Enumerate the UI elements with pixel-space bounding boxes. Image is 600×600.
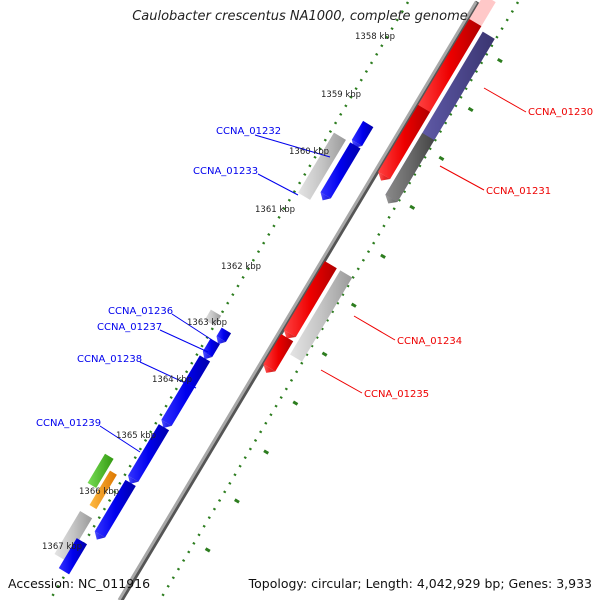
gene-label-ccna-01235[interactable]: CCNA_01235 bbox=[364, 389, 429, 400]
gene-ccna-01233-arrowhead bbox=[320, 192, 331, 201]
outer-major-tick bbox=[321, 351, 328, 357]
topology-text: Topology: circular; Length: 4,042,929 bp… bbox=[248, 576, 592, 591]
accession-text: Accession: NC_011916 bbox=[8, 576, 151, 591]
gene-label-ccna-01236[interactable]: CCNA_01236 bbox=[108, 306, 173, 317]
gene-ccna-01239b-arrowhead bbox=[128, 475, 139, 484]
outer-major-tick bbox=[380, 253, 386, 259]
kbp-label-1366: 1366 kbp bbox=[79, 487, 119, 497]
leader-ccna-01235 bbox=[320, 369, 363, 394]
outer-major-tick bbox=[467, 106, 474, 113]
leader-ccna-01231 bbox=[439, 165, 485, 191]
leader-ccna-01232 bbox=[254, 134, 331, 158]
gene-ccna-01239b[interactable] bbox=[128, 424, 170, 482]
leader-ccna-01237 bbox=[159, 329, 209, 353]
gene-green-feature[interactable] bbox=[87, 453, 114, 489]
kbp-label-1358: 1358 kbp bbox=[355, 32, 395, 42]
leader-ccna-01236 bbox=[171, 313, 213, 341]
outer-major-tick bbox=[263, 449, 270, 455]
gene-features bbox=[54, 0, 496, 575]
outer-major-tick bbox=[350, 302, 357, 308]
gene-label-ccna-01234[interactable]: CCNA_01234 bbox=[397, 336, 462, 347]
kbp-label-1364: 1364 kbp bbox=[152, 375, 192, 385]
outer-major-tick bbox=[496, 57, 503, 64]
gene-label-ccna-01237[interactable]: CCNA_01237 bbox=[97, 322, 162, 333]
gene-ccna-01230[interactable] bbox=[418, 18, 482, 113]
kbp-label-1363: 1363 kbp bbox=[187, 318, 227, 328]
inner-tick-track bbox=[48, 1, 410, 600]
kbp-label-1365: 1365 kbp bbox=[116, 431, 156, 441]
outer-major-tick bbox=[234, 498, 240, 504]
gene-label-ccna-01233[interactable]: CCNA_01233 bbox=[193, 166, 258, 177]
gene-ccna-01238[interactable] bbox=[202, 338, 220, 357]
genome-backbone-shadow bbox=[118, 0, 481, 600]
reverse-gene-labels: CCNA_01230 CCNA_01231 CCNA_01234 CCNA_01… bbox=[364, 107, 593, 400]
outer-major-tick bbox=[409, 204, 416, 210]
gene-ccna-01240-arrowhead bbox=[94, 531, 106, 540]
gene-top-pink[interactable] bbox=[468, 0, 496, 28]
gene-ccna-01240[interactable] bbox=[94, 479, 136, 538]
kbp-labels: 1358 kbp 1359 kbp 1360 kbp 1361 kbp 1362… bbox=[42, 32, 395, 552]
forward-gene-labels: CCNA_01232 CCNA_01233 CCNA_01236 CCNA_01… bbox=[36, 126, 281, 429]
map-title: Caulobacter crescentus NA1000, complete … bbox=[132, 9, 468, 24]
outer-tick-track bbox=[158, 1, 520, 600]
leader-ccna-01238 bbox=[139, 361, 197, 389]
gene-label-ccna-01230[interactable]: CCNA_01230 bbox=[528, 107, 593, 118]
kbp-label-1361: 1361 kbp bbox=[255, 205, 295, 215]
leader-ccna-01230 bbox=[483, 87, 527, 113]
gene-ccna-01236[interactable] bbox=[204, 309, 222, 327]
gene-ccna-01239a[interactable] bbox=[161, 355, 211, 426]
major-tick-marks bbox=[204, 57, 503, 553]
leader-ccna-01233 bbox=[257, 173, 299, 196]
kbp-label-1360: 1360 kbp bbox=[289, 147, 329, 157]
gene-ccna-01234-arrowhead bbox=[283, 329, 296, 339]
gene-ccna-01237-arrowhead bbox=[216, 336, 226, 345]
gene-ccna-01234g[interactable] bbox=[290, 270, 353, 362]
gene-ccna-01235[interactable] bbox=[263, 334, 294, 372]
gene-blue-bottom[interactable] bbox=[58, 538, 88, 575]
gene-ccna-01231b[interactable] bbox=[385, 132, 435, 202]
gene-orange-feature[interactable] bbox=[89, 470, 117, 510]
gene-ccna-01237[interactable] bbox=[216, 327, 232, 342]
gene-label-ccna-01239[interactable]: CCNA_01239 bbox=[36, 418, 101, 429]
outer-major-tick bbox=[292, 400, 299, 406]
gene-ccna-01234[interactable] bbox=[283, 261, 337, 337]
gene-label-ccna-01231[interactable]: CCNA_01231 bbox=[486, 186, 551, 197]
gene-ccna-01232[interactable] bbox=[351, 120, 374, 146]
gene-ccna-01233[interactable] bbox=[320, 142, 361, 199]
leader-ccna-01239 bbox=[99, 425, 141, 453]
label-leader-lines bbox=[99, 87, 527, 453]
genome-backbone bbox=[117, 1, 478, 600]
gene-label-ccna-01238[interactable]: CCNA_01238 bbox=[77, 354, 142, 365]
gene-ccna-01238-arrowhead bbox=[202, 351, 213, 360]
gene-label-ccna-01232[interactable]: CCNA_01232 bbox=[216, 126, 281, 137]
gene-ccna-01231b-arrowhead bbox=[385, 194, 398, 204]
gene-ccna-01235-arrowhead bbox=[263, 364, 276, 373]
gene-ccna-01230b-arrowhead bbox=[378, 171, 391, 181]
kbp-label-1359: 1359 kbp bbox=[321, 90, 361, 100]
kbp-label-1367: 1367 kbp bbox=[42, 542, 82, 552]
gene-ccna-01233g[interactable] bbox=[298, 132, 346, 200]
outer-major-tick bbox=[438, 155, 445, 161]
kbp-label-1362: 1362 kbp bbox=[221, 262, 261, 272]
gene-gray-bottom[interactable] bbox=[54, 511, 93, 562]
leader-ccna-01234 bbox=[353, 315, 396, 341]
outer-major-tick bbox=[204, 547, 211, 553]
gene-ccna-01230b[interactable] bbox=[378, 104, 431, 180]
gene-ccna-01239a-arrowhead bbox=[161, 419, 172, 429]
